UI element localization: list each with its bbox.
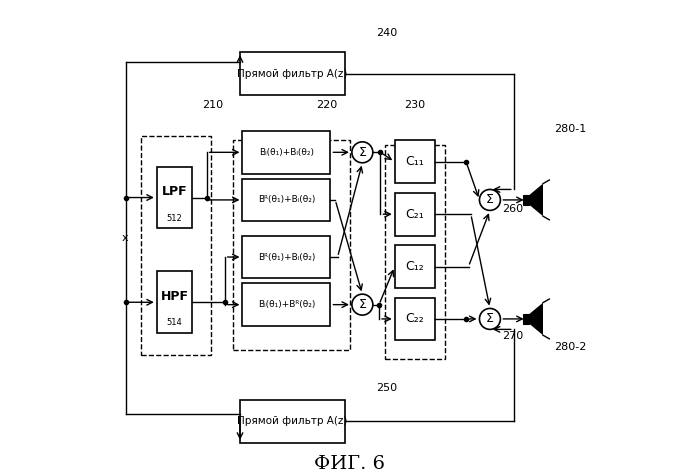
Text: Bᴿ(θ₁)+Bₗ(θ₂): Bᴿ(θ₁)+Bₗ(θ₂) [258, 253, 315, 261]
FancyBboxPatch shape [240, 52, 345, 95]
Text: Bₗ(θ₁)+Bₗ(θ₂): Bₗ(θ₁)+Bₗ(θ₂) [259, 148, 314, 157]
Text: Прямой фильтр A(z): Прямой фильтр A(z) [237, 69, 347, 79]
Polygon shape [529, 303, 543, 335]
Text: Σ: Σ [486, 312, 494, 326]
Polygon shape [529, 184, 543, 216]
FancyBboxPatch shape [243, 131, 331, 174]
Text: 220: 220 [316, 99, 338, 110]
Circle shape [352, 294, 373, 315]
FancyBboxPatch shape [157, 271, 192, 333]
Text: ФИГ. 6: ФИГ. 6 [314, 455, 385, 473]
Bar [523, 314, 529, 324]
Text: 514: 514 [166, 318, 182, 327]
FancyBboxPatch shape [395, 140, 435, 183]
FancyBboxPatch shape [243, 178, 331, 221]
FancyBboxPatch shape [243, 236, 331, 278]
Text: 260: 260 [502, 204, 523, 215]
Text: Прямой фильтр A(z): Прямой фильтр A(z) [237, 416, 347, 426]
Text: 240: 240 [375, 28, 397, 39]
Text: Σ: Σ [359, 146, 366, 159]
Text: C₁₂: C₁₂ [405, 260, 424, 273]
Text: 280-2: 280-2 [554, 342, 586, 353]
Text: 280-1: 280-1 [554, 123, 586, 134]
Text: Σ: Σ [486, 193, 494, 207]
Text: Σ: Σ [359, 298, 366, 311]
Text: x: x [122, 233, 129, 243]
Text: 512: 512 [166, 214, 182, 223]
Text: 250: 250 [375, 383, 397, 393]
Text: 270: 270 [502, 330, 523, 341]
Circle shape [352, 142, 373, 163]
Text: 230: 230 [404, 99, 426, 110]
Bar [523, 195, 529, 205]
Circle shape [480, 189, 500, 210]
FancyBboxPatch shape [243, 283, 331, 326]
FancyBboxPatch shape [395, 245, 435, 288]
FancyBboxPatch shape [395, 193, 435, 236]
Text: Bₗ(θ₁)+Bᴿ(θ₂): Bₗ(θ₁)+Bᴿ(θ₂) [258, 300, 315, 309]
Text: C₂₁: C₂₁ [405, 208, 424, 221]
Text: C₁₁: C₁₁ [405, 155, 424, 169]
Text: LPF: LPF [161, 185, 187, 198]
Circle shape [480, 308, 500, 329]
Text: Bᴿ(θ₁)+Bₗ(θ₂): Bᴿ(θ₁)+Bₗ(θ₂) [258, 196, 315, 204]
FancyBboxPatch shape [157, 167, 192, 228]
FancyBboxPatch shape [395, 298, 435, 340]
Text: C₂₂: C₂₂ [405, 312, 424, 326]
FancyBboxPatch shape [240, 400, 345, 443]
Text: HPF: HPF [161, 290, 189, 303]
Text: 210: 210 [202, 99, 223, 110]
